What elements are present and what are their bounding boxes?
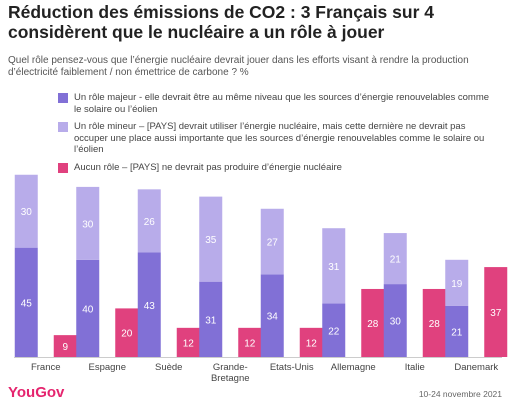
- legend-label-major: Un rôle majeur - elle devrait être au mê…: [74, 92, 490, 115]
- legend-item-minor: Un rôle mineur – [PAYS] devrait utiliser…: [58, 121, 498, 156]
- bar-none: [115, 308, 139, 357]
- data-label-minor: 19: [451, 279, 463, 290]
- data-label-none: 12: [183, 338, 195, 349]
- x-tick-label: Grande-: [213, 362, 248, 373]
- data-label-major: 30: [390, 317, 402, 328]
- data-label-major: 34: [267, 312, 279, 323]
- data-label-minor: 21: [390, 255, 402, 266]
- bar-major: [14, 247, 38, 357]
- legend-label-none: Aucun rôle – [PAYS] ne devrait pas produ…: [74, 161, 342, 173]
- x-tick-label: Danemark: [454, 362, 498, 373]
- bar-major: [137, 252, 161, 357]
- bar-none: [299, 327, 323, 357]
- yougov-logo: YouGov: [8, 384, 65, 401]
- bar-minor: [76, 186, 100, 260]
- data-label-none: 28: [367, 319, 379, 330]
- data-label-none: 12: [306, 338, 318, 349]
- legend-swatch-minor: [58, 122, 68, 132]
- bar-none: [238, 327, 262, 357]
- data-label-major: 31: [205, 315, 217, 326]
- legend-item-major: Un rôle majeur - elle devrait être au mê…: [58, 92, 498, 115]
- legend-label-minor: Un rôle mineur – [PAYS] devrait utiliser…: [74, 121, 485, 155]
- chart-title: Réduction des émissions de CO2 : 3 Franç…: [8, 2, 434, 42]
- x-tick-label: Espagne: [88, 362, 126, 373]
- bar-minor: [383, 233, 407, 285]
- data-label-major: 22: [328, 326, 340, 337]
- bar-minor: [260, 208, 284, 275]
- survey-date: 10-24 novembre 2021: [418, 389, 502, 399]
- data-label-minor: 35: [205, 235, 217, 246]
- data-label-major: 45: [21, 298, 33, 309]
- data-label-none: 28: [429, 319, 441, 330]
- bar-minor: [14, 174, 38, 248]
- x-tick-label: Bretagne: [211, 373, 250, 384]
- data-label-major: 21: [451, 327, 463, 338]
- bar-major: [445, 305, 469, 357]
- data-label-none: 12: [244, 338, 256, 349]
- data-label-minor: 27: [267, 238, 279, 249]
- legend-item-none: Aucun rôle – [PAYS] ne devrait pas produ…: [58, 162, 498, 174]
- data-label-minor: 30: [21, 207, 33, 218]
- bar-minor: [199, 196, 223, 282]
- bar-none: [53, 335, 77, 357]
- data-label-none: 9: [62, 342, 68, 353]
- bar-none: [422, 288, 446, 357]
- data-label-minor: 26: [144, 217, 156, 228]
- legend-swatch-major: [58, 93, 68, 103]
- bar-none: [361, 288, 385, 357]
- x-tick-label: Italie: [405, 362, 425, 373]
- x-tick-label: France: [31, 362, 61, 373]
- bar-major: [76, 259, 100, 357]
- bar-minor: [445, 259, 469, 306]
- data-label-none: 37: [490, 308, 502, 319]
- bar-none: [484, 267, 508, 357]
- data-label-minor: 31: [328, 262, 340, 273]
- x-tick-label: Etats-Unis: [270, 362, 314, 373]
- legend: Un rôle majeur - elle devrait être au mê…: [58, 92, 498, 179]
- bar-none: [176, 327, 200, 357]
- data-label-major: 43: [144, 301, 156, 312]
- bar-major: [260, 274, 284, 357]
- data-label-major: 40: [82, 304, 94, 315]
- legend-swatch-none: [58, 162, 68, 173]
- bar-major: [199, 281, 223, 357]
- bar-major: [383, 284, 407, 357]
- bar-minor: [137, 189, 161, 253]
- bar-major: [322, 303, 346, 357]
- x-tick-label: Allemagne: [331, 362, 376, 373]
- bar-minor: [322, 228, 346, 304]
- data-label-minor: 30: [82, 219, 94, 230]
- x-tick-label: Suède: [155, 362, 182, 373]
- data-label-none: 20: [121, 329, 133, 340]
- chart-subtitle: Quel rôle pensez-vous que l’énergie nucl…: [8, 55, 469, 78]
